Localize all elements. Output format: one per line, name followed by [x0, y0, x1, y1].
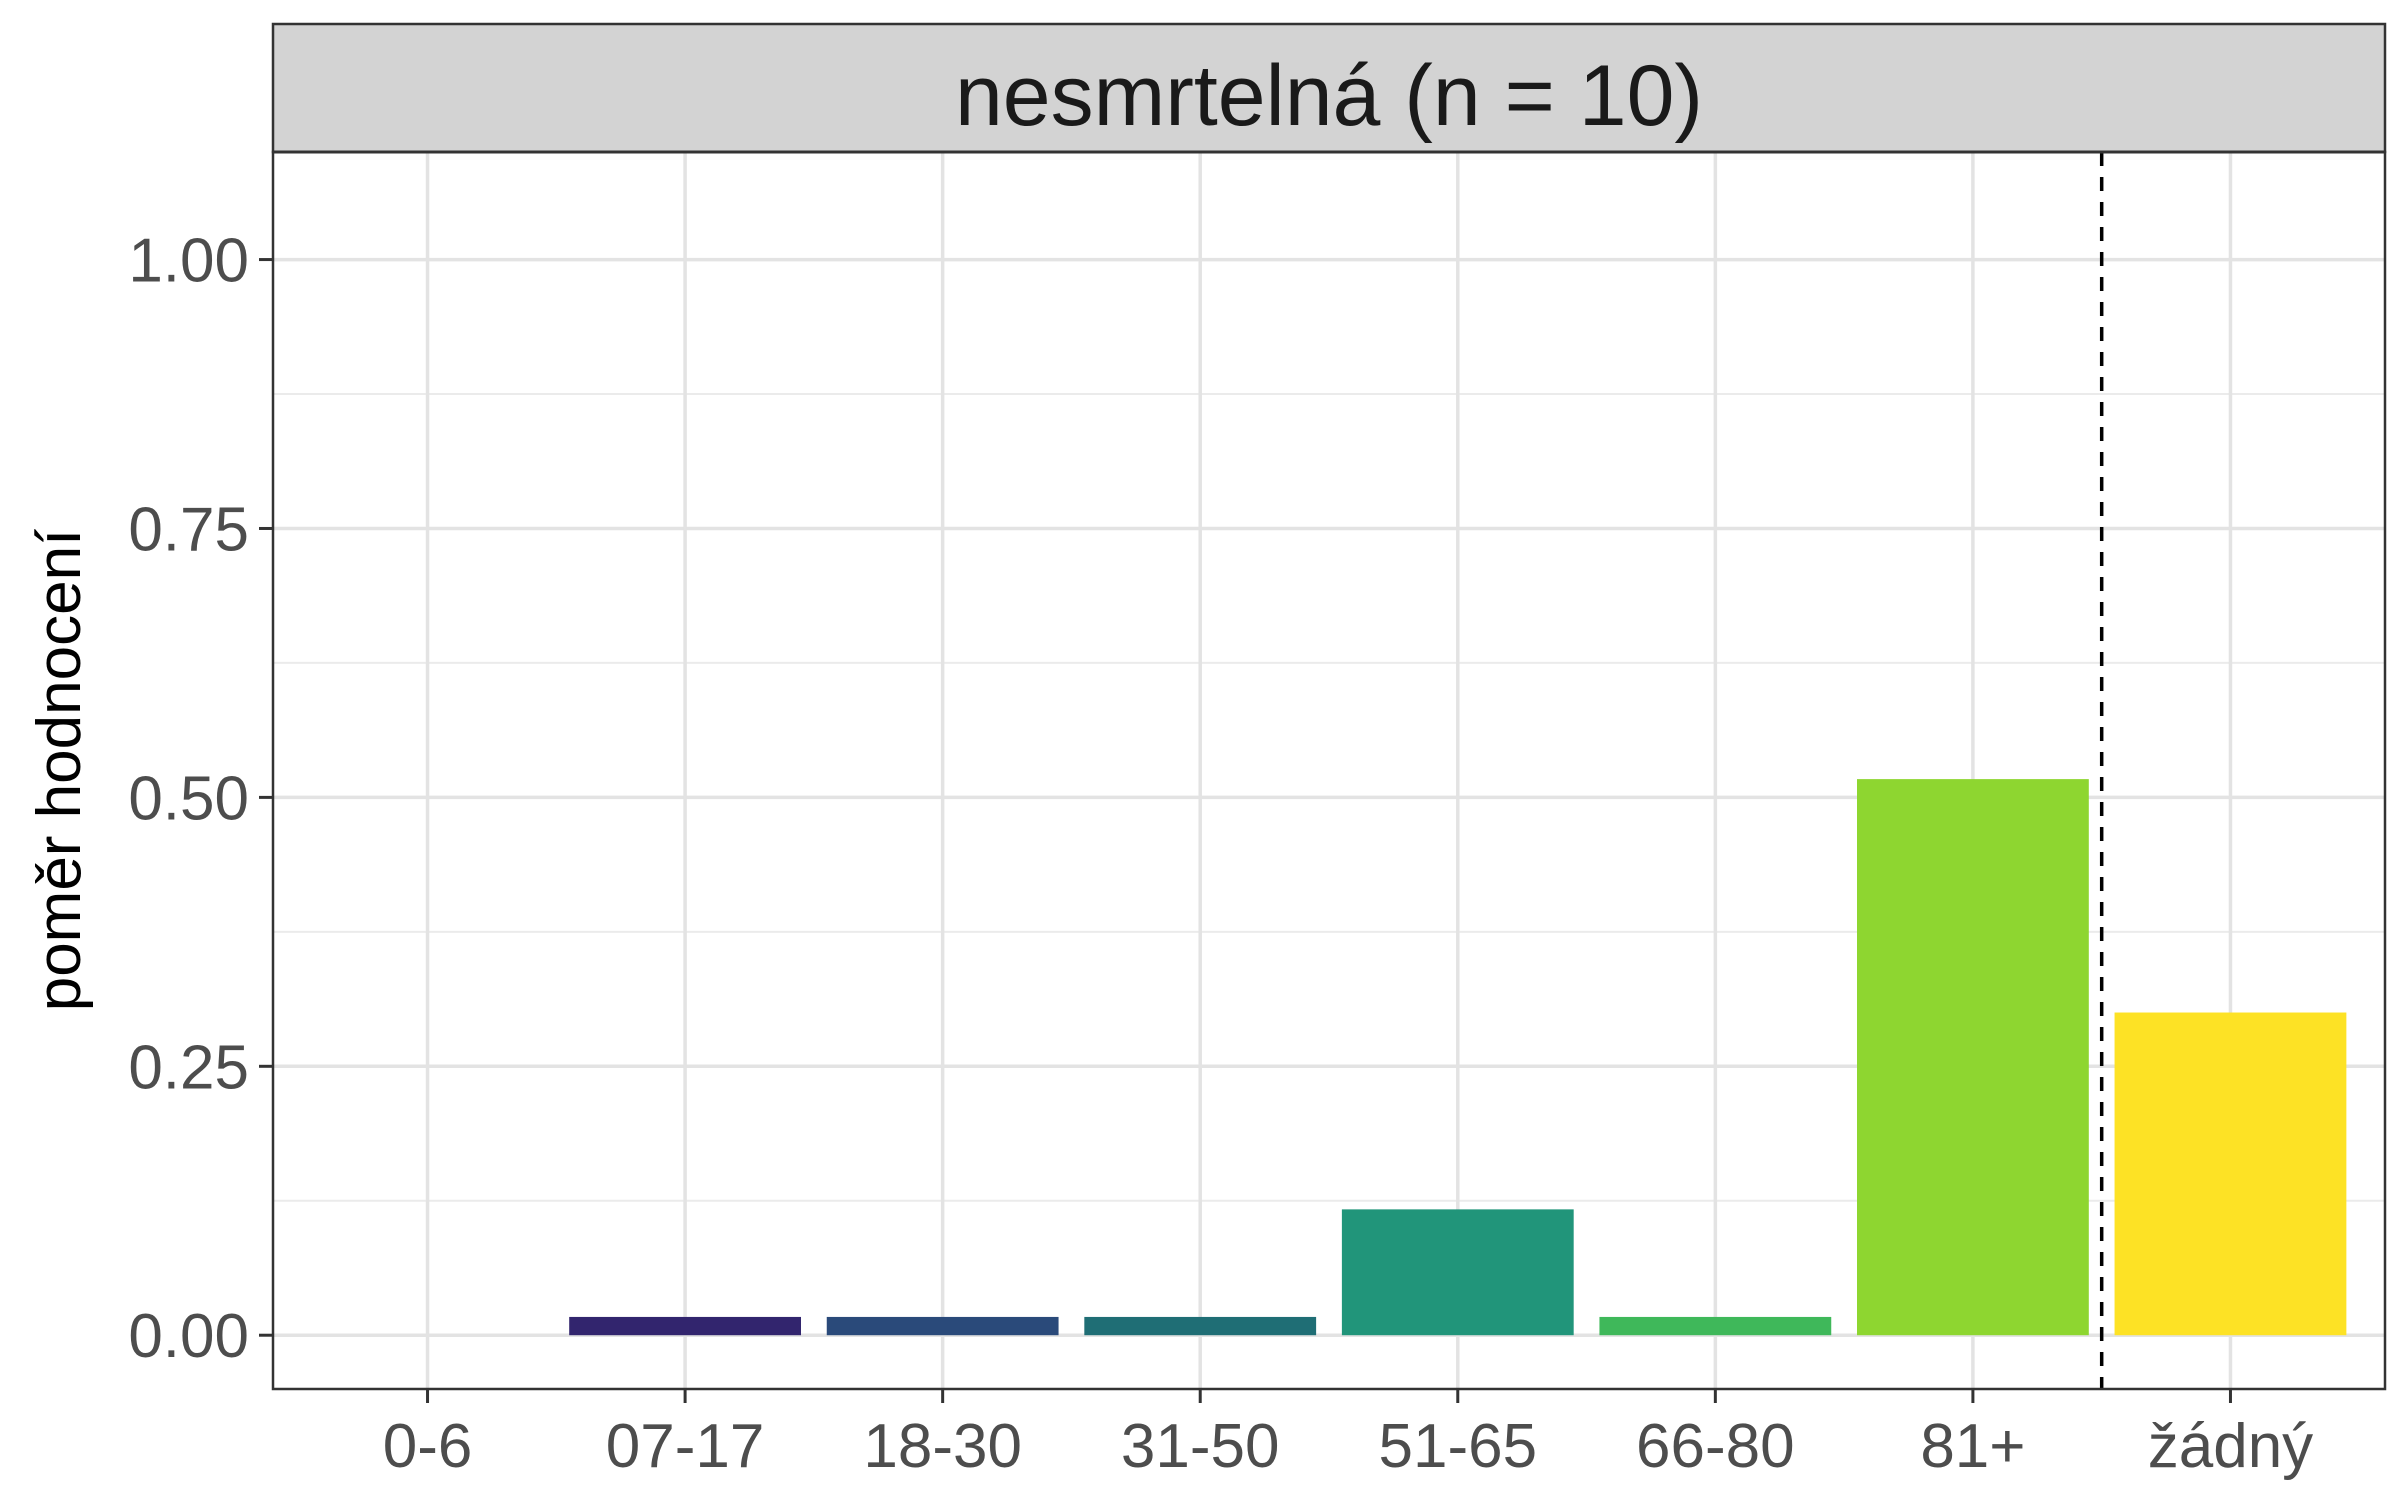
- y-axis: 0.00 0.25 0.50 0.75 1.00: [128, 227, 273, 1371]
- bar-31-50: [1084, 1316, 1317, 1336]
- x-tick-label: 31-50: [1121, 1412, 1280, 1481]
- bar-07-17: [569, 1316, 801, 1336]
- grid-layer: [273, 152, 2385, 1389]
- y-axis-label: poměr hodnocení: [25, 529, 94, 1012]
- y-tick-label: 0.00: [128, 1302, 249, 1371]
- bar-18-30: [826, 1316, 1059, 1336]
- x-tick-label: 66-80: [1636, 1412, 1795, 1481]
- x-tick-label: 51-65: [1378, 1412, 1537, 1481]
- x-tick-label: 18-30: [863, 1412, 1022, 1481]
- y-tick-label: 0.25: [128, 1033, 249, 1102]
- x-axis: 0-6 07-17 18-30 31-50 51-65 66-80 81+ žádný: [383, 1389, 2313, 1481]
- bar-81-: [1857, 779, 2089, 1336]
- x-tick-label: 07-17: [606, 1412, 765, 1481]
- bar-51-65: [1341, 1209, 1574, 1336]
- y-tick-label: 1.00: [128, 227, 249, 296]
- facet-strip: [271, 22, 2387, 154]
- bar-žádný: [2114, 1012, 2347, 1336]
- x-tick-label: žádný: [2148, 1412, 2313, 1481]
- bar-66-80: [1599, 1316, 1832, 1336]
- y-tick-label: 0.50: [128, 764, 249, 833]
- chart-title: nesmrtelná (n = 10): [955, 48, 1703, 144]
- x-tick-label: 81+: [1920, 1412, 2025, 1481]
- x-tick-label: 0-6: [383, 1412, 473, 1481]
- y-tick-label: 0.75: [128, 495, 249, 564]
- bars-layer: [569, 779, 2347, 1336]
